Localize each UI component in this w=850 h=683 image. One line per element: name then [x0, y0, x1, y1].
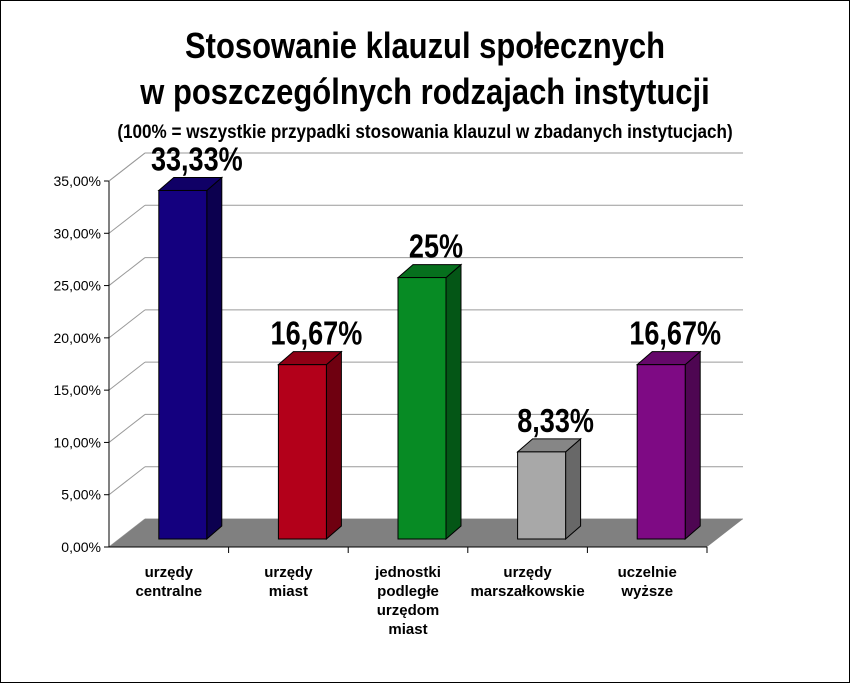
x-tick-label: jednostki: [374, 564, 441, 581]
x-tick-label: marszałkowskie: [470, 583, 584, 600]
data-label: 25%: [409, 229, 463, 265]
x-tick-label: podległe: [377, 583, 439, 600]
y-tick-label: 35,00%: [54, 173, 101, 189]
bar: [397, 277, 447, 540]
data-label: 16,67%: [629, 316, 721, 352]
bar: [517, 451, 567, 540]
bar: [158, 189, 208, 540]
x-tick-label: uczelnie: [618, 564, 677, 581]
x-tick-label: miast: [269, 583, 308, 600]
y-tick-label: 0,00%: [61, 539, 101, 555]
gridline-side: [108, 466, 146, 496]
x-tick-label: centralne: [135, 583, 202, 600]
bar-side: [445, 263, 462, 541]
y-tick-label: 5,00%: [61, 487, 101, 503]
data-label: 33,33%: [151, 142, 243, 178]
x-tick-label: urzędy: [264, 564, 313, 581]
gridline-side: [108, 204, 146, 234]
data-label: 8,33%: [517, 403, 594, 439]
data-label: 16,67%: [271, 316, 363, 352]
y-tick-label: 25,00%: [54, 278, 101, 294]
bar: [277, 364, 327, 540]
bar-side: [684, 350, 701, 541]
y-tick-label: 10,00%: [54, 434, 101, 450]
bar: [636, 364, 686, 540]
bar-side: [325, 350, 342, 541]
y-tick-label: 30,00%: [54, 225, 101, 241]
x-tick-label: miast: [388, 621, 427, 638]
gridline-side: [108, 414, 146, 443]
y-tick-label: 15,00%: [54, 382, 101, 398]
chart-title-line-1: Stosowanie klauzul społecznych: [184, 25, 665, 66]
gridline-side: [108, 257, 146, 286]
bar-side: [565, 437, 582, 541]
x-tick-label: urzędy: [503, 564, 552, 581]
chart-title-line-2: w poszczególnych rodzajach instytucji: [140, 71, 710, 112]
x-tick-label: urzędy: [145, 564, 194, 581]
x-tick-label: wyższe: [620, 583, 673, 600]
gridline-side: [108, 361, 146, 391]
bar-side: [206, 176, 223, 541]
y-tick-label: 20,00%: [54, 330, 101, 346]
chart-subtitle: (100% = wszystkie przypadki stosowania k…: [117, 122, 733, 143]
gridline-side: [108, 309, 146, 339]
x-tick-label: urzędom: [377, 602, 440, 619]
y-axis-top: [108, 152, 146, 182]
